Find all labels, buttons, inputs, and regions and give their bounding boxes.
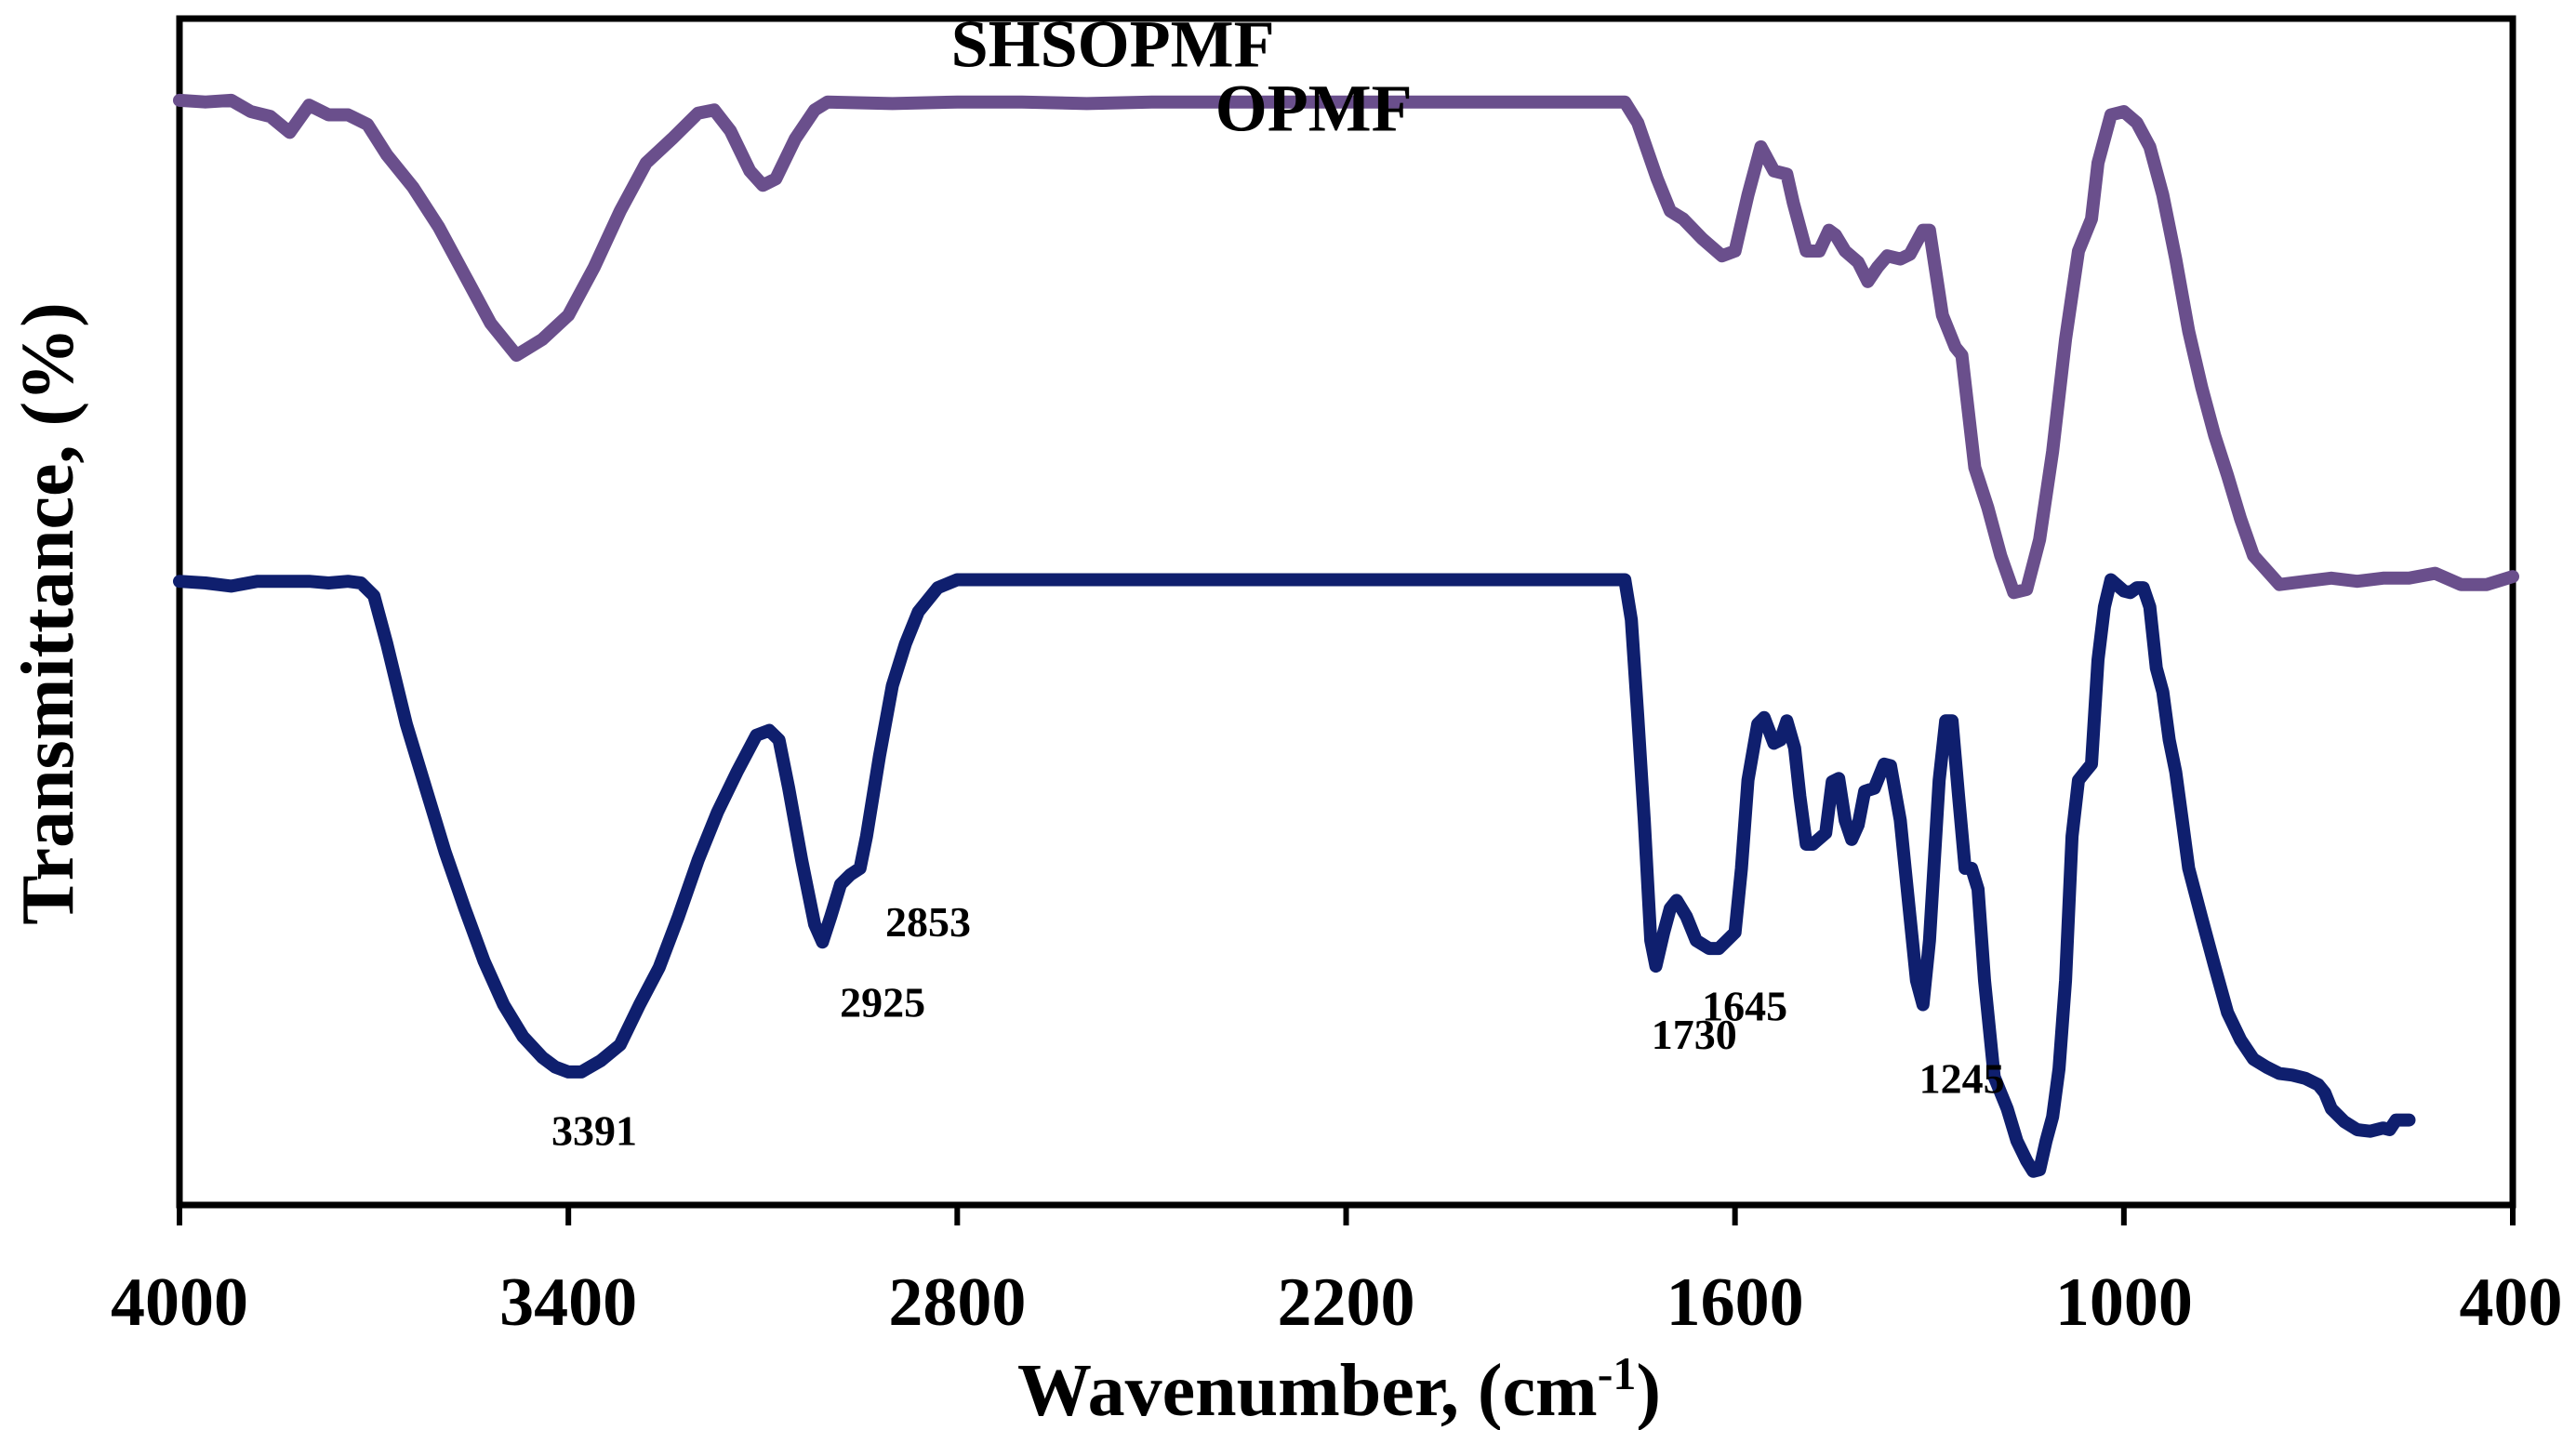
x-tick-label-4000: 4000 [111,1264,248,1341]
series-line-shsopmf [173,93,2519,600]
x-axis-title-main: Wavenumber, (cm [1017,1350,1598,1430]
x-tick-label-2800: 2800 [888,1264,1026,1341]
x-axis-title: Wavenumber, (cm-1) [1017,1347,1661,1430]
peak-label-1730: 1730 [1652,1011,1737,1058]
peak-label-1645: 1645 [1702,983,1787,1030]
x-tick-label-3400: 3400 [499,1264,637,1341]
x-tick-label-1000: 1000 [2055,1264,2193,1341]
series-lines [173,93,2519,1178]
x-tick-label-400: 400 [2460,1264,2563,1341]
x-axis-title-close: ) [1636,1350,1661,1430]
series-line-opmf [173,573,2416,1178]
series-label-shsopmf: SHSOPMF [951,7,1275,82]
peak-label-3391: 3391 [551,1106,637,1154]
y-axis-title: Transmittance, (%) [7,302,89,925]
x-axis-title-superscript: -1 [1598,1347,1637,1399]
x-axis-ticks: 4000 3400 2800 2200 1600 1000 400 [111,1205,2563,1341]
x-tick-label-2200: 2200 [1278,1264,1415,1341]
peak-label-2853: 2853 [885,898,971,946]
series-label-opmf: OPMF [1215,72,1413,146]
x-tick-label-1600: 1600 [1666,1264,1804,1341]
peak-label-1245: 1245 [1919,1054,2005,1102]
peak-label-2925: 2925 [840,978,925,1026]
